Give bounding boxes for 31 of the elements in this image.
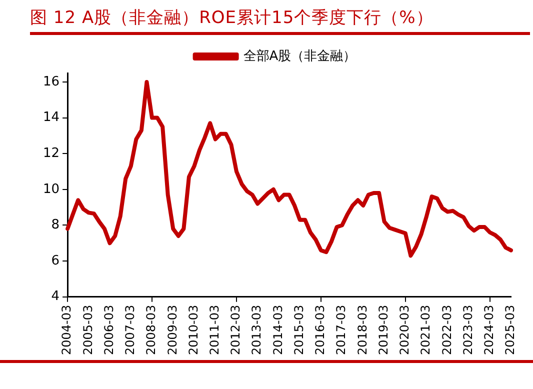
x-tick-label: 2015-03 <box>292 304 306 355</box>
y-tick-label: 14 <box>42 110 60 126</box>
x-tick-label: 2021-03 <box>418 304 433 355</box>
y-tick-label: 10 <box>42 182 60 197</box>
x-tick-label: 2007-03 <box>123 304 138 355</box>
y-tick-label: 4 <box>51 289 60 304</box>
x-tick-label: 2006-03 <box>102 304 116 355</box>
y-tick-label: 16 <box>42 74 60 90</box>
y-tick-label: 12 <box>42 146 60 161</box>
x-tick-label: 2014-03 <box>270 304 285 355</box>
x-tick-label: 2023-03 <box>460 304 475 355</box>
y-tick-label: 6 <box>51 253 60 268</box>
x-tick-label: 2009-03 <box>165 304 180 355</box>
x-tick-label: 2022-03 <box>440 304 454 355</box>
x-tick-label: 2020-03 <box>398 304 412 355</box>
x-tick-label: 2019-03 <box>376 304 390 355</box>
x-tick-label: 2024-03 <box>482 304 496 355</box>
x-tick-label: 2008-03 <box>144 304 158 355</box>
x-tick-label: 2013-03 <box>250 304 264 355</box>
y-tick-label: 8 <box>51 218 60 233</box>
x-tick-label: 2005-03 <box>80 304 95 355</box>
chart-title: 图 12 A股（非金融）ROE累计15个季度下行（%） <box>30 4 530 35</box>
x-tick-label: 2025-03 <box>503 304 518 355</box>
x-tick-label: 2004-03 <box>60 304 74 355</box>
x-tick-label: 2018-03 <box>355 304 370 355</box>
x-tick-label: 2010-03 <box>186 304 200 355</box>
x-tick-label: 2016-03 <box>313 304 328 355</box>
x-tick-label: 2017-03 <box>334 304 348 355</box>
legend-label: 全部A股（非金融） <box>243 48 356 64</box>
x-tick-label: 2012-03 <box>228 304 243 355</box>
x-tick-label: 2011-03 <box>207 304 222 355</box>
